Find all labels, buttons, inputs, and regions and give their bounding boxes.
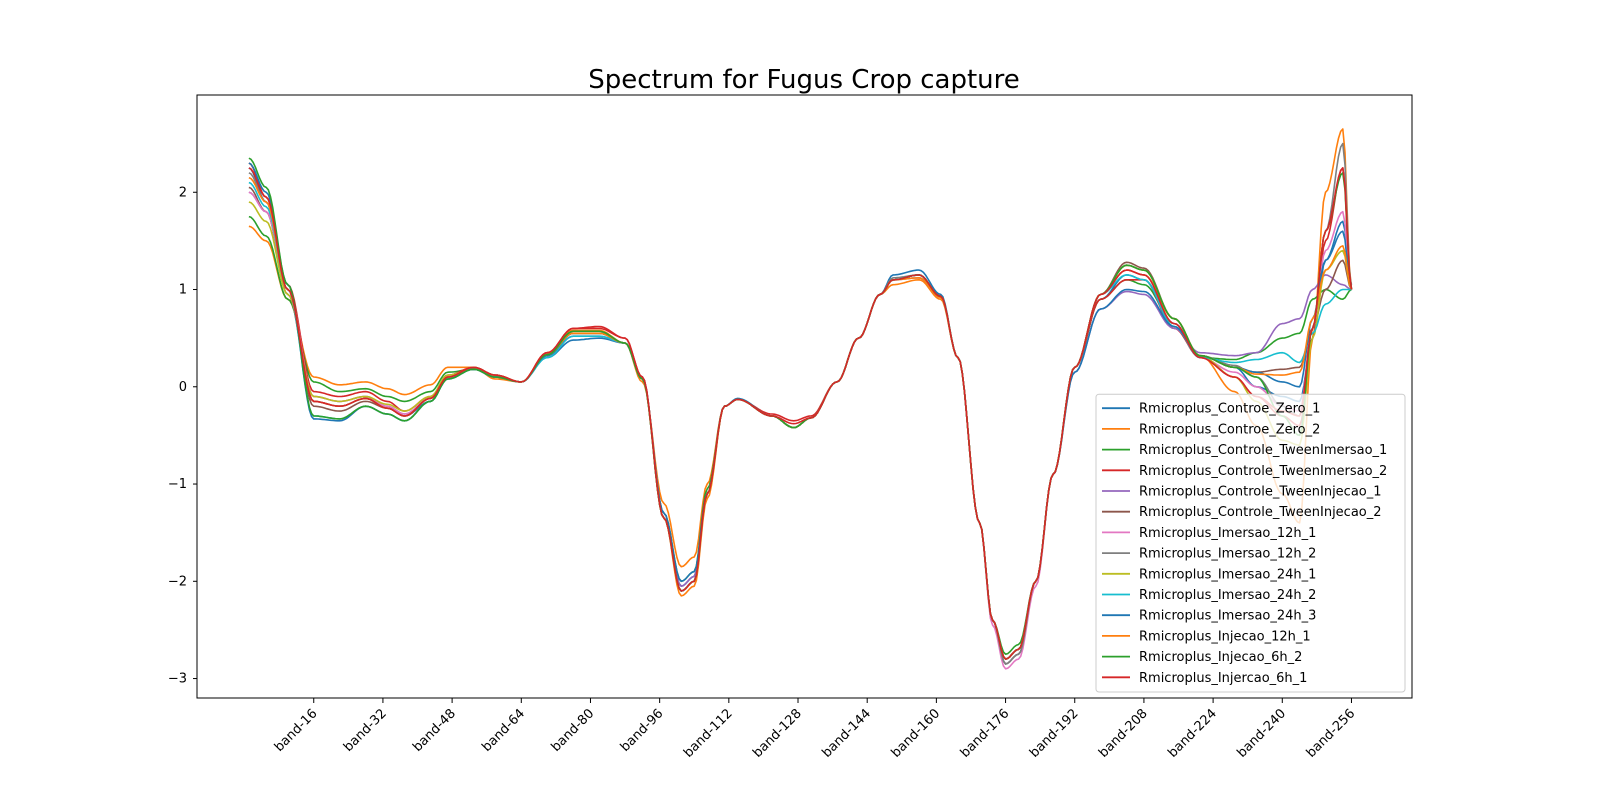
legend-entry-label: Rmicroplus_Controe_Zero_1 xyxy=(1139,402,1320,417)
legend: Rmicroplus_Controe_Zero_1 Rmicroplus_Cont… xyxy=(1095,393,1406,693)
x-tick-label: band-208 xyxy=(1096,706,1151,761)
x-tick-label: band-128 xyxy=(750,706,805,761)
legend-entry-label: Rmicroplus_Controle_TweenInjecao_1 xyxy=(1139,485,1382,500)
legend-entry-label: Rmicroplus_Injecao_6h_2 xyxy=(1139,650,1302,665)
x-tick-label: band-240 xyxy=(1235,706,1290,761)
chart-title: Spectrum for Fugus Crop capture xyxy=(588,65,1020,95)
x-tick-label: band-32 xyxy=(341,706,390,755)
x-tick-label: band-144 xyxy=(819,706,874,761)
series-line-14 xyxy=(248,167,1353,660)
y-axis: −3 −2 −1 0 1 2 xyxy=(168,185,197,687)
legend-entry-label: Rmicroplus_Controle_TweenInjecao_2 xyxy=(1139,505,1382,520)
x-tick-label: band-176 xyxy=(958,706,1013,761)
legend-entry-label: Rmicroplus_Injercao_6h_1 xyxy=(1139,671,1307,686)
x-tick-label: band-64 xyxy=(479,706,528,755)
legend-box xyxy=(1095,393,1406,693)
x-tick-label: band-224 xyxy=(1165,706,1220,761)
y-tick-label: 2 xyxy=(179,185,187,200)
legend-entry-label: Rmicroplus_Injecao_12h_1 xyxy=(1139,629,1311,644)
x-tick-label: band-48 xyxy=(410,706,459,755)
x-tick-label: band-160 xyxy=(889,706,944,761)
x-tick-label: band-112 xyxy=(681,706,736,761)
x-tick-label: band-256 xyxy=(1304,706,1359,761)
x-tick-label: band-192 xyxy=(1027,706,1082,761)
plot-area-frame xyxy=(196,94,1413,699)
legend-entry-label: Rmicroplus_Controle_TweenImersao_1 xyxy=(1139,443,1387,458)
legend-entry-label: Rmicroplus_Imersao_12h_2 xyxy=(1139,547,1316,562)
legend-entry-label: Rmicroplus_Imersao_24h_1 xyxy=(1139,567,1316,582)
series-line-13 xyxy=(248,157,1353,660)
series-layer xyxy=(248,128,1353,670)
x-tick-label: band-80 xyxy=(549,706,598,755)
x-axis: band-16 band-32 band-48 band-64 band-80 band-… xyxy=(272,698,1358,761)
y-tick-label: 0 xyxy=(179,380,187,395)
x-tick-label: band-16 xyxy=(272,706,321,755)
y-tick-label: −3 xyxy=(168,672,187,687)
x-tick-label: band-96 xyxy=(618,706,667,755)
legend-entry-label: Rmicroplus_Controle_TweenImersao_2 xyxy=(1139,464,1387,479)
legend-entry-label: Rmicroplus_Imersao_24h_2 xyxy=(1139,588,1316,603)
y-tick-label: −1 xyxy=(168,477,187,492)
legend-entry-label: Rmicroplus_Imersao_24h_3 xyxy=(1139,609,1316,624)
y-tick-label: 1 xyxy=(179,283,187,298)
legend-entry-label: Rmicroplus_Imersao_12h_1 xyxy=(1139,526,1316,541)
legend-entry-label: Rmicroplus_Controe_Zero_2 xyxy=(1139,422,1320,437)
y-tick-label: −2 xyxy=(168,574,187,589)
